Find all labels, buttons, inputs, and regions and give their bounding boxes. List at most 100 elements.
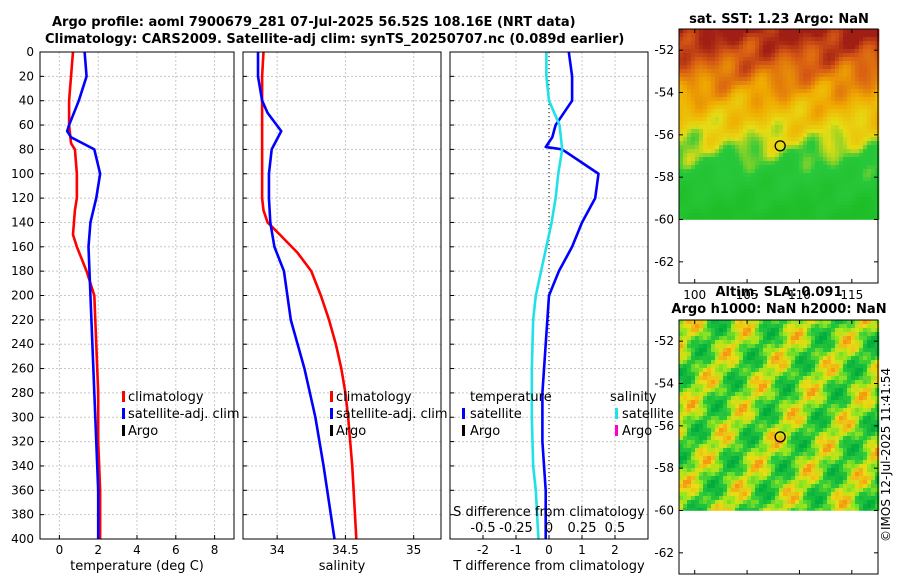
map-cell	[727, 173, 732, 178]
map-cell	[827, 408, 832, 413]
map-cell	[839, 396, 844, 401]
map-cell	[863, 173, 868, 178]
map-cell	[699, 161, 704, 166]
map-cell	[759, 484, 764, 489]
map-cell	[715, 81, 720, 86]
map-cell	[871, 73, 876, 78]
map-cell	[699, 141, 704, 146]
map-cell	[739, 81, 744, 86]
map-cell	[799, 496, 804, 501]
map-cell	[871, 376, 876, 381]
map-cell	[831, 440, 836, 445]
map-cell	[715, 380, 720, 385]
map-cell	[783, 464, 788, 469]
map-cell	[847, 416, 852, 421]
map-cell	[683, 424, 688, 429]
map-cell	[843, 496, 848, 501]
map-cell	[763, 448, 768, 453]
map-cell	[731, 173, 736, 178]
map-cell	[787, 336, 792, 341]
map-cell	[783, 77, 788, 82]
map-cell	[751, 129, 756, 134]
map-cell	[727, 73, 732, 78]
map-cell	[827, 336, 832, 341]
map-cell	[727, 496, 732, 501]
map-cell	[791, 452, 796, 457]
map-cell	[827, 113, 832, 118]
map-cell	[867, 384, 872, 389]
map-cell	[843, 360, 848, 365]
map-cell	[831, 368, 836, 373]
map-cell	[771, 125, 776, 130]
map-cell	[855, 113, 860, 118]
map-cell	[679, 400, 684, 405]
map-cell	[819, 328, 824, 333]
map-cell	[819, 360, 824, 365]
map-cell	[723, 396, 728, 401]
map-cell	[755, 93, 760, 98]
map-cell	[855, 420, 860, 425]
map-cell	[707, 97, 712, 102]
map-cell	[747, 153, 752, 158]
map-cell	[779, 420, 784, 425]
map-cell	[683, 209, 688, 214]
map-cell	[747, 157, 752, 162]
map-cell	[839, 348, 844, 353]
map-cell	[791, 209, 796, 214]
map-cell	[735, 61, 740, 66]
map-cell	[791, 33, 796, 38]
map-cell	[703, 396, 708, 401]
map-cell	[823, 472, 828, 477]
map-cell	[843, 177, 848, 182]
map-cell	[755, 420, 760, 425]
map-cell	[699, 420, 704, 425]
map-cell	[715, 49, 720, 54]
map-cell	[799, 404, 804, 409]
map-cell	[683, 109, 688, 114]
map-cell	[839, 57, 844, 62]
map-cell	[799, 141, 804, 146]
map-cell	[827, 137, 832, 142]
map-cell	[771, 29, 776, 34]
map-cell	[703, 101, 708, 106]
map-cell	[751, 508, 756, 511]
map-cell	[751, 460, 756, 465]
map-cell	[779, 464, 784, 469]
map-cell	[831, 193, 836, 198]
map-cell	[735, 201, 740, 206]
map-cell	[727, 113, 732, 118]
map-cell	[827, 380, 832, 385]
map-cell	[859, 452, 864, 457]
map-cell	[831, 161, 836, 166]
map-cell	[687, 85, 692, 90]
map-cell	[771, 440, 776, 445]
legend-swatch	[122, 425, 125, 436]
map-cell	[799, 121, 804, 126]
map-cell	[795, 472, 800, 477]
map-cell	[795, 89, 800, 94]
map-cell	[735, 209, 740, 214]
map-cell	[871, 440, 876, 445]
map-cell	[695, 440, 700, 445]
map-cell	[863, 85, 868, 90]
map-cell	[799, 133, 804, 138]
map-cell	[707, 89, 712, 94]
map-cell	[807, 460, 812, 465]
map-cell	[875, 97, 880, 102]
map-cell	[723, 476, 728, 481]
map-cell	[687, 201, 692, 206]
map-cell	[811, 368, 816, 373]
map-cell	[739, 484, 744, 489]
map-cell	[871, 145, 876, 150]
map-cell	[851, 125, 856, 130]
map-cell	[823, 420, 828, 425]
map-cell	[755, 360, 760, 365]
map-cell	[831, 424, 836, 429]
map-cell	[735, 81, 740, 86]
map-cell	[763, 61, 768, 66]
map-cell	[835, 320, 840, 325]
map-cell	[811, 61, 816, 66]
map-cell	[851, 89, 856, 94]
map-cell	[739, 404, 744, 409]
map-cell	[847, 69, 852, 74]
